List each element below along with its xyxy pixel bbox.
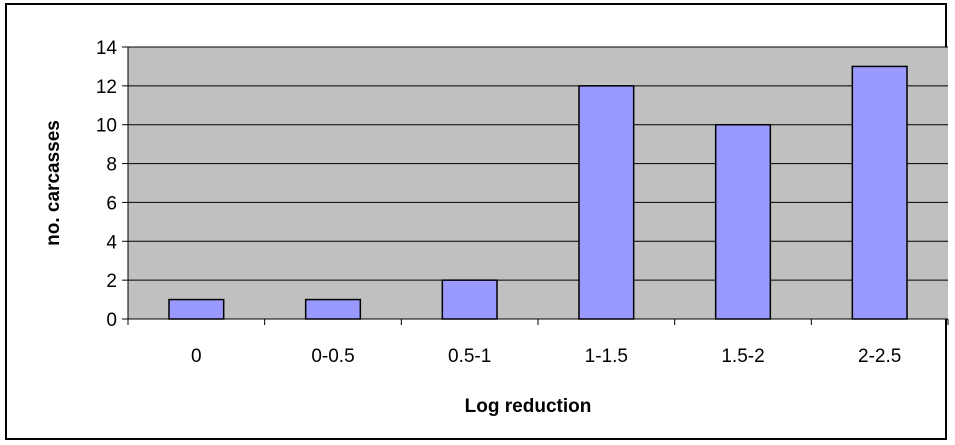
x-tick-label: 0 (191, 346, 202, 367)
x-tick-label: 2-2.5 (858, 346, 901, 367)
x-tick-labels: 0 0-0.5 0.5-1 1-1.5 1.5-2 2-2.5 (191, 346, 901, 367)
bar-0.5-1 (441, 279, 498, 320)
y-tick-label: 0 (106, 310, 117, 331)
bars (168, 65, 908, 320)
y-tick-label: 12 (96, 77, 117, 98)
bar-1-1.5 (578, 85, 635, 320)
y-tick-label: 2 (106, 271, 117, 292)
y-tick-label: 4 (106, 232, 117, 253)
y-axis-title: no. carcasses (43, 120, 64, 246)
y-tick-label: 10 (96, 116, 117, 137)
y-tick-label: 8 (106, 155, 117, 176)
bar-1.5-2 (714, 123, 772, 320)
y-tick-label: 6 (106, 193, 117, 214)
x-axis-title: Log reduction (465, 396, 592, 417)
y-tick-labels: 0 2 4 6 8 10 12 14 (96, 38, 118, 331)
x-tick-label: 0.5-1 (448, 346, 491, 367)
x-tick-label: 1-1.5 (585, 346, 628, 367)
plot-area (128, 47, 948, 319)
gridlines (128, 46, 948, 281)
bar-0 (168, 298, 225, 320)
x-tick-label: 1.5-2 (721, 346, 764, 367)
bar-0-0.5 (304, 298, 362, 320)
bar-2-2.5 (851, 65, 908, 320)
axes (122, 46, 949, 325)
y-tick-label: 14 (96, 38, 118, 59)
x-tick-label: 0-0.5 (311, 346, 354, 367)
